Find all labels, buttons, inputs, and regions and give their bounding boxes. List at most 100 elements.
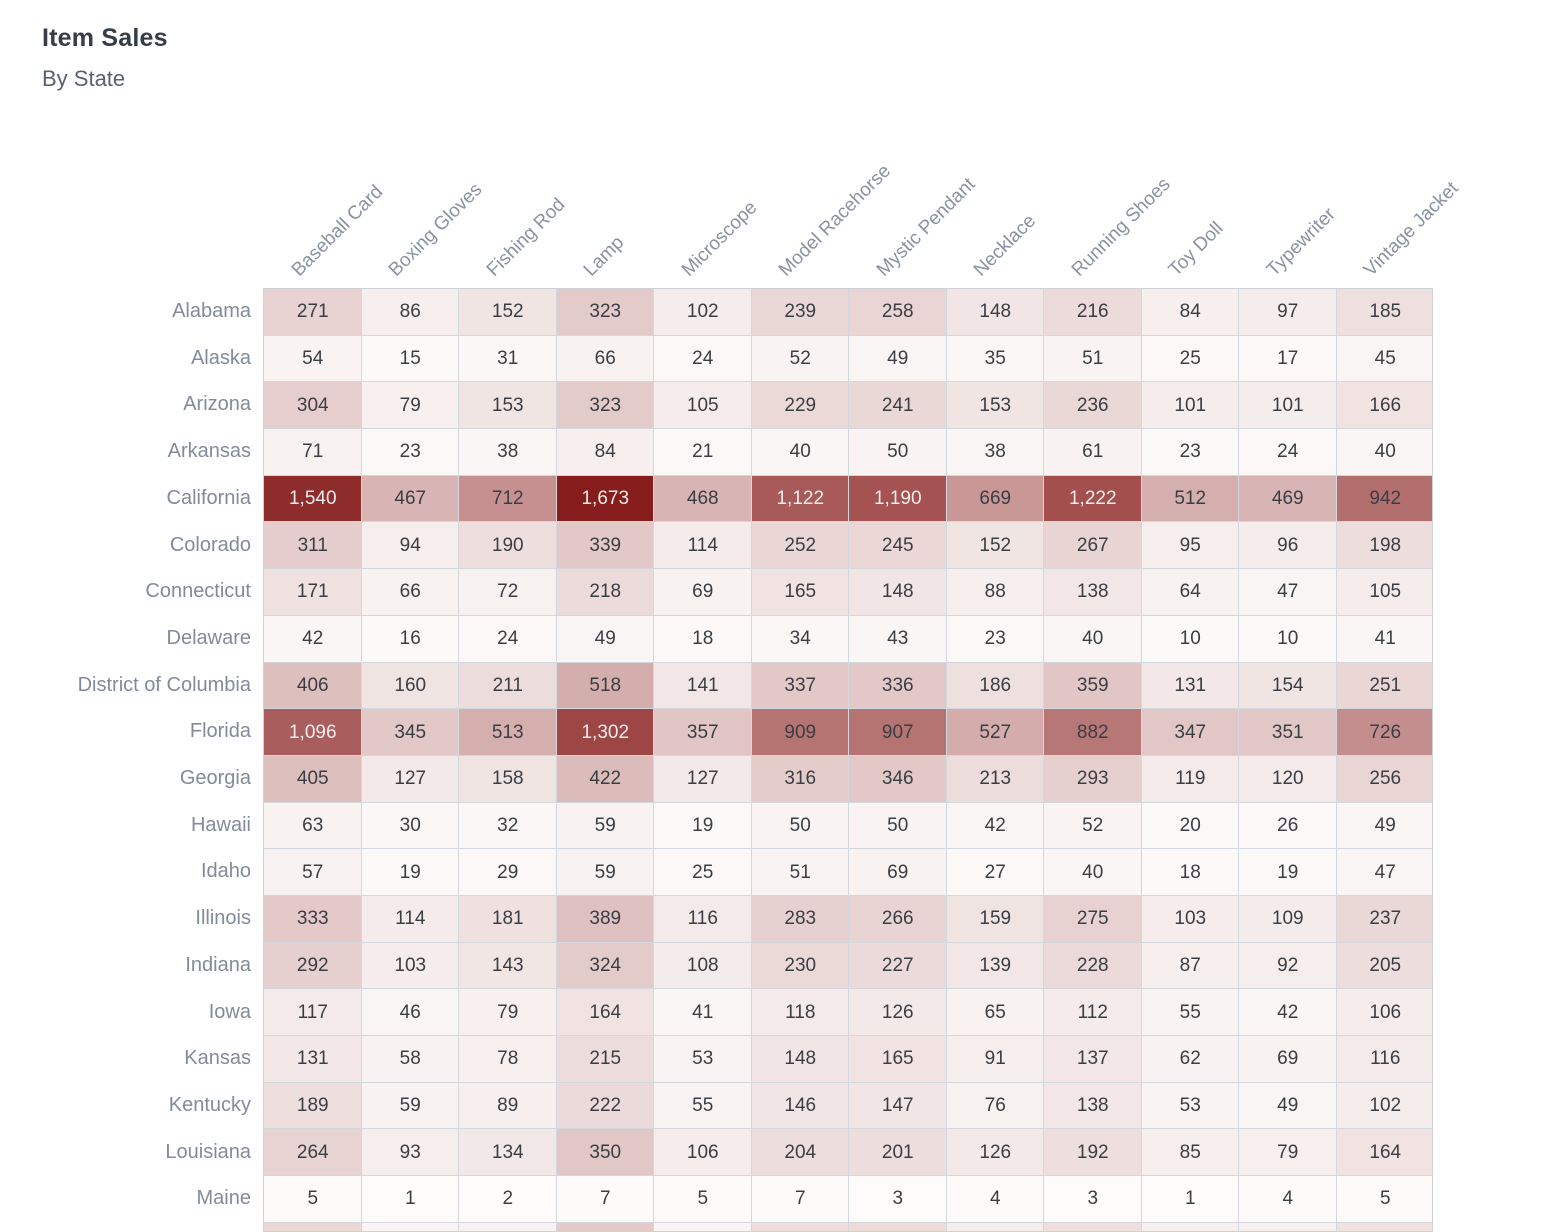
- heatmap-cell[interactable]: 66: [361, 569, 459, 616]
- heatmap-cell[interactable]: 50: [849, 429, 947, 476]
- heatmap-cell[interactable]: 59: [556, 849, 654, 896]
- heatmap-cell[interactable]: 405: [264, 755, 362, 803]
- heatmap-cell[interactable]: 7: [556, 1176, 654, 1223]
- row-label[interactable]: Idaho: [200, 860, 251, 883]
- heatmap-cell[interactable]: 52: [751, 335, 849, 383]
- heatmap-cell[interactable]: 108: [654, 942, 752, 990]
- heatmap-cell[interactable]: 49: [1336, 802, 1432, 850]
- heatmap-cell[interactable]: 7: [751, 1176, 849, 1223]
- heatmap-cell[interactable]: 46: [361, 989, 459, 1036]
- heatmap-cell[interactable]: 3: [849, 1176, 947, 1223]
- heatmap-cell[interactable]: 205: [1336, 942, 1432, 990]
- heatmap-cell[interactable]: 311: [264, 522, 362, 570]
- heatmap-cell[interactable]: 213: [946, 755, 1044, 803]
- heatmap-cell[interactable]: 346: [849, 755, 947, 803]
- heatmap-cell[interactable]: 512: [1141, 475, 1239, 523]
- heatmap-cell[interactable]: 137: [1044, 1036, 1142, 1083]
- heatmap-cell[interactable]: 131: [1141, 662, 1239, 710]
- heatmap-cell[interactable]: 119: [1141, 755, 1239, 803]
- heatmap-cell[interactable]: 4: [1239, 1176, 1337, 1223]
- heatmap-cell[interactable]: 18: [654, 615, 752, 663]
- heatmap-cell[interactable]: 1,302: [556, 709, 654, 756]
- heatmap-cell[interactable]: 106: [1336, 989, 1432, 1036]
- heatmap-cell[interactable]: 5: [264, 1176, 362, 1223]
- heatmap-cell-partial[interactable]: [1239, 1222, 1337, 1231]
- heatmap-cell[interactable]: 324: [556, 942, 654, 990]
- heatmap-cell[interactable]: 251: [1336, 662, 1432, 710]
- heatmap-cell[interactable]: 63: [264, 802, 362, 850]
- row-label[interactable]: Kentucky: [168, 1093, 251, 1116]
- heatmap-cell[interactable]: 103: [361, 942, 459, 990]
- heatmap-cell[interactable]: 91: [946, 1036, 1044, 1083]
- heatmap-cell[interactable]: 16: [361, 615, 459, 663]
- heatmap-cell[interactable]: 882: [1044, 709, 1142, 756]
- heatmap-cell[interactable]: 153: [459, 382, 557, 430]
- heatmap-cell[interactable]: 271: [264, 289, 362, 336]
- heatmap-cell[interactable]: 146: [751, 1082, 849, 1130]
- heatmap-cell[interactable]: 53: [654, 1036, 752, 1083]
- heatmap-cell[interactable]: 101: [1141, 382, 1239, 430]
- heatmap-cell[interactable]: 86: [361, 289, 459, 336]
- heatmap-cell[interactable]: 78: [459, 1036, 557, 1083]
- heatmap-cell[interactable]: 84: [556, 429, 654, 476]
- heatmap-cell[interactable]: 292: [264, 942, 362, 990]
- heatmap-cell[interactable]: 134: [459, 1129, 557, 1177]
- heatmap-cell[interactable]: 245: [849, 522, 947, 570]
- heatmap-cell[interactable]: 148: [751, 1036, 849, 1083]
- heatmap-cell[interactable]: 252: [751, 522, 849, 570]
- heatmap-cell[interactable]: 518: [556, 662, 654, 710]
- heatmap-cell-partial[interactable]: [556, 1222, 654, 1231]
- heatmap-cell[interactable]: 20: [1141, 802, 1239, 850]
- heatmap-cell[interactable]: 79: [459, 989, 557, 1036]
- heatmap-cell[interactable]: 138: [1044, 569, 1142, 616]
- heatmap-cell[interactable]: 17: [1239, 335, 1337, 383]
- heatmap-cell[interactable]: 57: [264, 849, 362, 896]
- heatmap-cell[interactable]: 87: [1141, 942, 1239, 990]
- heatmap-cell[interactable]: 59: [556, 802, 654, 850]
- heatmap-cell[interactable]: 148: [946, 289, 1044, 336]
- heatmap-cell[interactable]: 49: [556, 615, 654, 663]
- heatmap-cell[interactable]: 38: [459, 429, 557, 476]
- heatmap-cell[interactable]: 357: [654, 709, 752, 756]
- heatmap-cell[interactable]: 264: [264, 1129, 362, 1177]
- heatmap-cell[interactable]: 43: [849, 615, 947, 663]
- heatmap-cell[interactable]: 30: [361, 802, 459, 850]
- column-header[interactable]: Fishing Rod: [482, 194, 570, 281]
- heatmap-cell[interactable]: 41: [1336, 615, 1432, 663]
- heatmap-cell[interactable]: 152: [459, 289, 557, 336]
- row-label[interactable]: Hawaii: [190, 813, 251, 836]
- heatmap-cell[interactable]: 1,190: [849, 475, 947, 523]
- heatmap-cell[interactable]: 118: [751, 989, 849, 1036]
- heatmap-cell[interactable]: 143: [459, 942, 557, 990]
- heatmap-cell[interactable]: 101: [1239, 382, 1337, 430]
- heatmap-cell[interactable]: 84: [1141, 289, 1239, 336]
- heatmap-cell[interactable]: 55: [654, 1082, 752, 1130]
- heatmap-cell[interactable]: 237: [1336, 895, 1432, 943]
- row-label[interactable]: Arizona: [183, 393, 251, 416]
- row-label[interactable]: Alabama: [172, 300, 251, 322]
- heatmap-cell[interactable]: 283: [751, 895, 849, 943]
- heatmap-cell[interactable]: 211: [459, 662, 557, 710]
- heatmap-cell[interactable]: 229: [751, 382, 849, 430]
- heatmap-cell[interactable]: 192: [1044, 1129, 1142, 1177]
- heatmap-cell[interactable]: 127: [654, 755, 752, 803]
- heatmap-cell[interactable]: 153: [946, 382, 1044, 430]
- heatmap-cell[interactable]: 166: [1336, 382, 1432, 430]
- row-label[interactable]: Louisiana: [165, 1140, 251, 1163]
- row-label[interactable]: California: [166, 486, 251, 509]
- heatmap-cell[interactable]: 293: [1044, 755, 1142, 803]
- heatmap-cell[interactable]: 23: [361, 429, 459, 476]
- heatmap-cell[interactable]: 323: [556, 289, 654, 336]
- heatmap-cell[interactable]: 102: [1336, 1082, 1432, 1130]
- heatmap-cell[interactable]: 34: [751, 615, 849, 663]
- heatmap-cell[interactable]: 19: [361, 849, 459, 896]
- heatmap-cell[interactable]: 126: [849, 989, 947, 1036]
- heatmap-cell[interactable]: 88: [946, 569, 1044, 616]
- heatmap-cell[interactable]: 275: [1044, 895, 1142, 943]
- heatmap-cell[interactable]: 89: [459, 1082, 557, 1130]
- heatmap-cell[interactable]: 186: [946, 662, 1044, 710]
- heatmap-cell[interactable]: 215: [556, 1036, 654, 1083]
- heatmap-cell[interactable]: 227: [849, 942, 947, 990]
- row-label[interactable]: Connecticut: [145, 580, 251, 603]
- column-header[interactable]: Running Shoes: [1067, 173, 1175, 281]
